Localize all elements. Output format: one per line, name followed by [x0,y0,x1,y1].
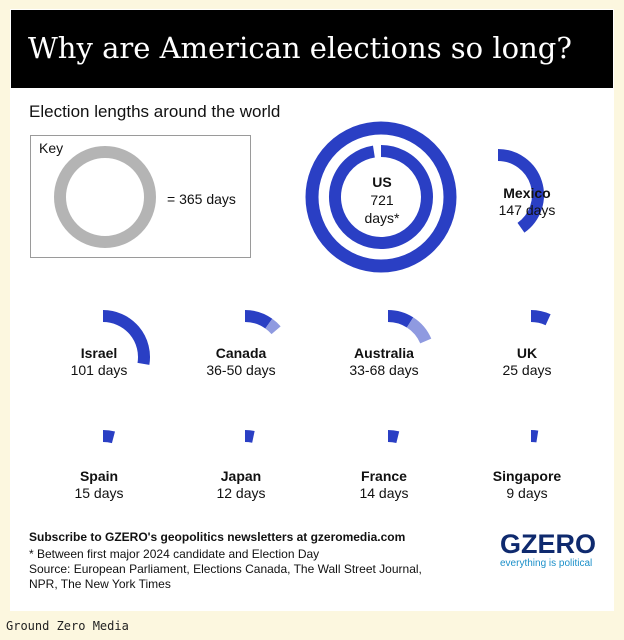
subscribe-text: Subscribe to GZERO's geopolitics newslet… [29,530,406,544]
country-name-uk: UK [516,345,538,361]
country-days-france: 14 days [359,485,409,501]
country-name-singapore: Singapore [492,468,562,484]
ring-israel [102,310,150,365]
logo-wordmark: GZERO [500,529,597,559]
gzero-logo: GZERO everything is political [500,530,600,569]
country-days-us: 721 [370,192,394,208]
country-name-france: France [361,468,407,484]
ring-australia-range [406,317,432,344]
country-days-japan: 12 days [216,485,266,501]
country-days-canada: 36-50 days [206,362,276,378]
country-label-mexico: Mexico 147 days [457,185,597,219]
country-name-japan: Japan [220,468,262,484]
ring-canada [244,310,273,329]
ring-uk [530,310,551,326]
source-line-1: Source: European Parliament, Elections C… [29,562,422,576]
country-name-spain: Spain [79,468,119,484]
country-name-us: US [372,174,392,190]
country-label-uk: UK 25 days [457,345,597,379]
country-days-singapore: 9 days [506,485,548,501]
key-box: Key = 365 days [30,135,251,258]
key-ring [54,146,156,248]
country-label-us: US 721 days* [332,173,432,227]
country-days-israel: 101 days [70,362,128,378]
country-label-france: France 14 days [314,468,454,502]
ring-australia [387,310,414,328]
source-line-2: NPR, The New York Times [29,577,171,591]
country-days-australia: 33-68 days [349,362,419,378]
footer: Subscribe to GZERO's geopolitics newslet… [29,530,422,592]
key-equals-text: = 365 days [167,191,236,207]
infographic-card [10,9,614,611]
key-label: Key [39,140,64,156]
country-label-australia: Australia 33-68 days [314,345,454,379]
country-name-australia: Australia [354,345,414,361]
footnote: * Between first major 2024 candidate and… [29,547,320,561]
ring-mexico [497,149,544,233]
ring-us-inner [329,145,433,249]
chart-subtitle: Election lengths around the world [29,102,281,121]
logo-tagline: everything is political [500,558,593,569]
country-label-japan: Japan 12 days [171,468,311,502]
country-name-israel: Israel [80,345,118,361]
country-days-uk: 25 days [502,362,552,378]
ring-japan [244,430,255,443]
ring-france [387,430,400,444]
country-days-suffix-us: days* [364,210,400,226]
ring-spain [102,430,116,444]
country-label-spain: Spain 15 days [29,468,169,502]
title-bar [11,10,613,88]
image-credit: Ground Zero Media [6,619,129,633]
country-days-mexico: 147 days [498,202,556,218]
page-title: Why are American elections so long? [28,31,572,65]
country-name-canada: Canada [215,345,267,361]
country-name-mexico: Mexico [503,185,551,201]
country-label-singapore: Singapore 9 days [457,468,597,502]
country-days-spain: 15 days [74,485,124,501]
country-label-israel: Israel 101 days [29,345,169,379]
ring-us-outer [305,121,457,273]
ring-canada-range [265,318,281,335]
country-label-canada: Canada 36-50 days [171,345,311,379]
